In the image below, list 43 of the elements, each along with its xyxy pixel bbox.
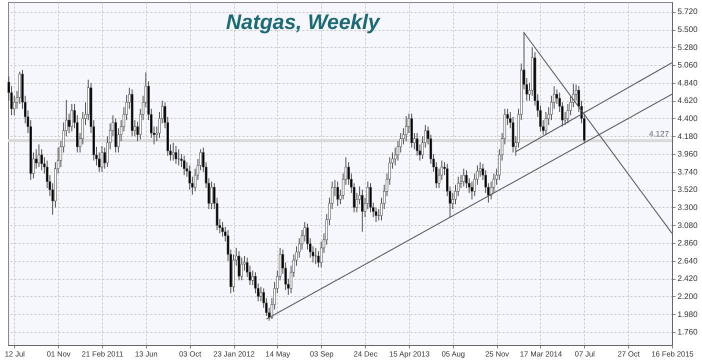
candlestick (38, 144, 40, 168)
y-tick-label: 2.640 (678, 256, 698, 266)
candlestick (172, 142, 174, 162)
candlestick (369, 182, 372, 213)
y-tick-label: 3.520 (678, 185, 698, 194)
y-tick-label: 4.840 (678, 78, 698, 88)
candlestick (210, 181, 213, 210)
candlestick (336, 181, 339, 206)
y-tick-label: 3.300 (678, 202, 698, 212)
candlestick (100, 145, 104, 172)
y-tick-label: 5.500 (678, 25, 698, 34)
y-tick-label: 4.180 (678, 132, 698, 141)
candlestick (70, 103, 74, 132)
y-tick-label: 1.980 (678, 310, 698, 319)
candlestick (465, 170, 468, 189)
y-tick-label: 3.740 (678, 167, 698, 176)
candlestick (374, 206, 378, 223)
y-tick-label: 2.420 (678, 274, 698, 284)
candlestick (221, 222, 224, 238)
y-tick-label: 1.760 (678, 328, 698, 337)
y-tick-label: 4.400 (678, 114, 698, 123)
candlestick (188, 164, 191, 190)
candlestick (238, 250, 240, 281)
candlestick (462, 168, 465, 187)
y-tick-label: 3.960 (678, 150, 698, 159)
y-tick-label: 5.280 (678, 42, 698, 52)
y-tick-label: 2.860 (678, 238, 698, 248)
ref-line-label: 4.127 (648, 130, 670, 139)
y-tick-label: 5.060 (678, 60, 698, 70)
candlestick (174, 145, 178, 164)
y-tick-label: 2.200 (678, 292, 698, 301)
candlestick (177, 148, 180, 166)
candlestick (416, 132, 418, 156)
candlestick (361, 189, 364, 232)
chart-title: Natgas, Weekly (226, 11, 382, 34)
candlestick (40, 148, 43, 171)
candlestick (404, 116, 408, 142)
y-tick-label: 4.620 (678, 96, 698, 106)
y-tick-label: 3.080 (678, 220, 698, 230)
candlestick (182, 155, 186, 176)
y-tick-label: 5.720 (678, 7, 698, 16)
candlestick (314, 247, 317, 265)
candlestick (13, 95, 16, 116)
